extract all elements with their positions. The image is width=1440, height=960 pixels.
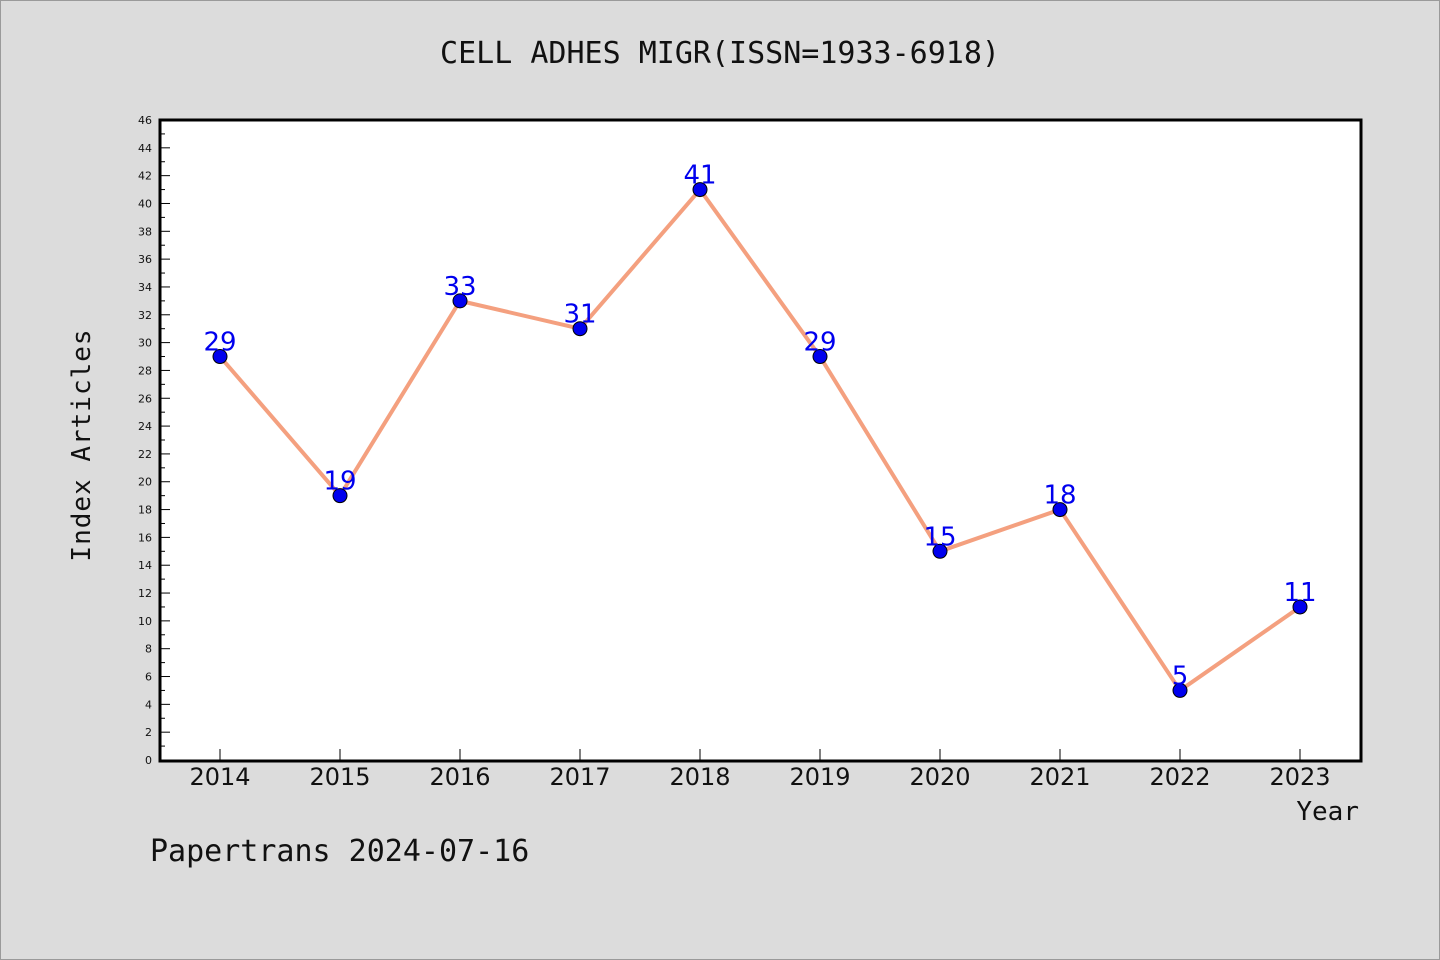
y-tick-label: 8 xyxy=(145,643,152,656)
y-tick-label: 36 xyxy=(138,253,152,266)
data-markers xyxy=(212,182,1308,698)
y-tick-label: 12 xyxy=(138,587,152,600)
y-tick-label: 22 xyxy=(138,448,152,461)
y-tick-label: 20 xyxy=(138,476,152,489)
data-label: 11 xyxy=(1283,578,1316,608)
y-tick-label: 32 xyxy=(138,309,152,322)
y-tick-label: 16 xyxy=(138,531,152,544)
x-tick-label: 2022 xyxy=(1149,763,1210,791)
x-tick-label: 2016 xyxy=(429,763,490,791)
y-tick-label: 0 xyxy=(145,754,152,767)
y-tick-label: 42 xyxy=(138,170,152,183)
data-label: 33 xyxy=(443,272,476,302)
y-tick-label: 24 xyxy=(138,420,152,433)
x-tick-label: 2019 xyxy=(789,763,850,791)
y-tick-label: 26 xyxy=(138,392,152,405)
x-axis: 2014 2015 2016 2017 2018 2019 2020 2021 2022 2023 xyxy=(189,749,1331,791)
chart-title: CELL ADHES MIGR(ISSN=1933-6918) xyxy=(440,36,1000,71)
x-tick-label: 2018 xyxy=(669,763,730,791)
data-point xyxy=(1292,599,1308,615)
series-line xyxy=(218,187,1302,693)
data-point xyxy=(212,349,228,365)
data-point xyxy=(1172,682,1188,698)
data-labels: 29 19 33 31 41 29 15 18 5 11 xyxy=(203,161,1316,692)
data-point xyxy=(1052,502,1068,518)
y-tick-label: 2 xyxy=(145,726,152,739)
plot-area xyxy=(158,118,1363,763)
data-label: 5 xyxy=(1172,661,1189,691)
x-tick-label: 2020 xyxy=(909,763,970,791)
y-tick-label: 10 xyxy=(138,615,152,628)
data-label: 31 xyxy=(563,300,596,330)
y-axis: 0246810121416182022242628303234363840424… xyxy=(138,114,170,767)
y-tick-label: 14 xyxy=(138,559,152,572)
y-tick-label: 28 xyxy=(138,364,152,377)
y-tick-label: 6 xyxy=(145,671,152,684)
y-tick-label: 18 xyxy=(138,504,152,517)
data-label: 15 xyxy=(923,522,956,552)
y-tick-label: 38 xyxy=(138,225,152,238)
data-point xyxy=(332,488,348,504)
y-tick-label: 30 xyxy=(138,337,152,350)
watermark-text: Papertrans 2024-07-16 xyxy=(150,834,530,869)
y-tick-label: 4 xyxy=(145,698,152,711)
y-tick-label: 46 xyxy=(138,114,152,127)
data-point xyxy=(572,321,588,337)
x-tick-label: 2014 xyxy=(189,763,250,791)
x-tick-label: 2017 xyxy=(549,763,610,791)
y-axis-label: Index Articles xyxy=(67,328,97,561)
data-point xyxy=(812,349,828,365)
x-tick-label: 2023 xyxy=(1269,763,1330,791)
y-tick-label: 40 xyxy=(138,197,152,210)
data-label: 41 xyxy=(683,161,716,191)
data-label: 19 xyxy=(323,467,356,497)
y-tick-label: 44 xyxy=(138,142,152,155)
x-axis-label: Year xyxy=(1296,797,1359,827)
data-point xyxy=(692,182,708,198)
data-label: 18 xyxy=(1043,481,1076,511)
data-label: 29 xyxy=(803,328,836,358)
data-point xyxy=(452,293,468,309)
data-label: 29 xyxy=(203,328,236,358)
x-tick-label: 2015 xyxy=(309,763,370,791)
x-tick-label: 2021 xyxy=(1029,763,1090,791)
data-point xyxy=(932,543,948,559)
y-tick-label: 34 xyxy=(138,281,152,294)
